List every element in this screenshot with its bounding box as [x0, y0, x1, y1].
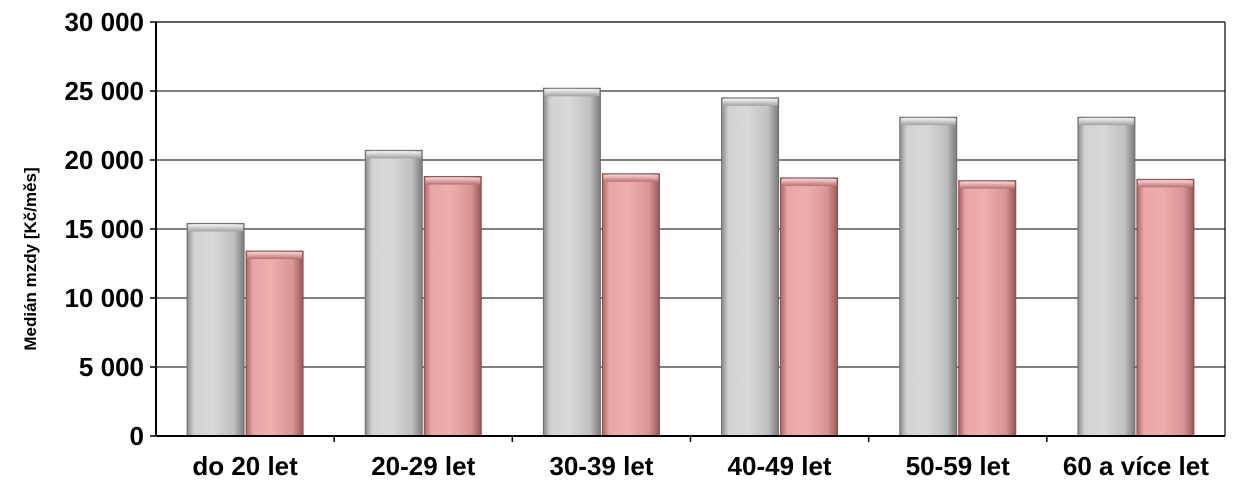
gridlines: [156, 21, 1226, 436]
bar-cap: [722, 98, 778, 106]
y-tick-label: 20 000: [64, 145, 144, 175]
bar-cap: [425, 177, 481, 185]
bar-body: [780, 177, 839, 437]
y-tick-label: 5 000: [79, 352, 144, 382]
bar-50-59-let-s0: [899, 116, 958, 437]
y-tick-label: 10 000: [64, 283, 144, 313]
bar-50-59-let-s1: [958, 180, 1017, 437]
bar-60-a-více-let-s0: [1077, 116, 1136, 437]
axes: [150, 21, 1225, 442]
y-tick-label: 0: [130, 421, 144, 451]
bar-body: [186, 222, 245, 437]
bar-body: [899, 116, 958, 437]
bar-60-a-více-let-s1: [1136, 178, 1195, 437]
bar-do-20-let-s0: [186, 222, 245, 437]
bar-body: [245, 250, 304, 437]
bar-cap: [781, 178, 837, 186]
bar-do-20-let-s1: [245, 250, 304, 437]
bar-body: [1077, 116, 1136, 437]
x-category-label: 30-39 let: [549, 451, 653, 479]
bar-cap: [1137, 180, 1193, 188]
bar-20-29-let-s0: [364, 149, 423, 437]
bar-body: [1136, 178, 1195, 437]
y-tick-label: 15 000: [64, 214, 144, 244]
bar-body: [601, 173, 660, 437]
bar-cap: [544, 89, 600, 97]
bar-body: [364, 149, 423, 437]
bar-cap: [188, 224, 244, 232]
bar-cap: [959, 181, 1015, 189]
bars: [186, 87, 1195, 437]
bar-30-39-let-s0: [542, 87, 601, 437]
y-tick-label: 30 000: [64, 7, 144, 37]
bar-cap: [603, 174, 659, 182]
x-category-label: 60 a více let: [1063, 451, 1209, 479]
x-category-label: 20-29 let: [371, 451, 475, 479]
bar-body: [423, 176, 482, 437]
x-category-label: 40-49 let: [728, 451, 832, 479]
bar-20-29-let-s1: [423, 176, 482, 437]
bar-30-39-let-s1: [601, 173, 660, 437]
bar-cap: [900, 118, 956, 126]
x-category-label: 50-59 let: [906, 451, 1010, 479]
bar-cap: [1078, 118, 1134, 126]
y-tick-label: 25 000: [64, 76, 144, 106]
bar-40-49-let-s1: [780, 177, 839, 437]
y-axis-title: Medián mzdy [Kč/měs]: [21, 167, 40, 350]
bar-body: [542, 87, 601, 437]
bar-body: [958, 180, 1017, 437]
bar-cap: [247, 252, 303, 260]
labels: 0 5 000 10 000 15 000 20 000 25 000 30 000 do 2…: [21, 7, 1209, 481]
bar-body: [721, 97, 780, 437]
bar-40-49-let-s0: [721, 97, 780, 437]
bar-cap: [366, 151, 422, 159]
x-category-label: do 20 let: [192, 451, 298, 479]
